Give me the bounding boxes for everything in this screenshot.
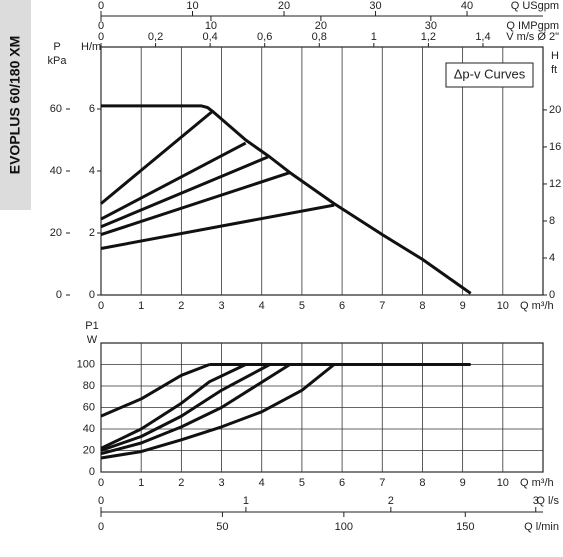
- side-label: EVOPLUS 60/180 XM: [7, 36, 23, 175]
- x-tick-label: 5: [299, 300, 305, 312]
- axis-tick-label: 0,8: [312, 31, 327, 43]
- y-tick-label: 6: [89, 103, 95, 115]
- y2-tick-label: 12: [549, 178, 561, 190]
- axis-tick-label: 20: [278, 0, 290, 12]
- x-tick-label: 9: [460, 300, 466, 312]
- axis-tick-label: 1,2: [421, 31, 436, 43]
- x-tick-label: 7: [379, 300, 385, 312]
- y-axis-label: H/m: [81, 41, 101, 53]
- x-tick-label: 3: [218, 477, 224, 489]
- axis-tick-label: 1: [243, 495, 249, 507]
- y-tick-label: 100: [77, 358, 95, 370]
- axis-tick-label: 0: [98, 20, 104, 32]
- axis-tick-label: 20: [50, 227, 62, 239]
- y-axis-label: P1: [85, 320, 98, 332]
- axis-label: Q IMPgpm: [506, 20, 559, 32]
- axis-tick-label: 0,4: [202, 31, 217, 43]
- axis-tick-label: 0,2: [148, 31, 163, 43]
- y2-tick-label: 8: [549, 215, 555, 227]
- x-tick-label: 2: [178, 477, 184, 489]
- axis-label: kPa: [48, 55, 68, 67]
- x-tick-label: 8: [419, 300, 425, 312]
- axis-tick-label: 1,4: [475, 31, 490, 43]
- axis-tick-label: 60: [50, 103, 62, 115]
- axis-tick-label: 0: [98, 0, 104, 12]
- curve: [100, 141, 247, 221]
- x-tick-label: 6: [339, 477, 345, 489]
- x-tick-label: 1: [138, 300, 144, 312]
- axis-tick-label: 40: [50, 165, 62, 177]
- axis-label: P: [53, 41, 60, 53]
- axis-tick-label: 0: [56, 289, 62, 301]
- axis-tick-label: 30: [425, 20, 437, 32]
- x-tick-label: 10: [497, 300, 509, 312]
- axis-tick-label: 20: [315, 20, 327, 32]
- curve: [100, 363, 211, 418]
- y-tick-label: 60: [83, 401, 95, 413]
- x-tick-label: 6: [339, 300, 345, 312]
- x-tick-label: 0: [98, 300, 104, 312]
- x-tick-label: 4: [259, 477, 265, 489]
- y2-tick-label: 4: [549, 252, 555, 264]
- axis-tick-label: 0: [98, 495, 104, 507]
- curve: [100, 363, 291, 456]
- axis-tick-label: 1: [371, 31, 377, 43]
- side-label-box: [0, 0, 31, 210]
- x-tick-label: 1: [138, 477, 144, 489]
- axis-tick-label: 0: [98, 521, 104, 533]
- axis-tick-label: 10: [205, 20, 217, 32]
- axis-tick-label: 40: [461, 0, 473, 12]
- x-tick-label: 0: [98, 477, 104, 489]
- axis-tick-label: 2: [388, 495, 394, 507]
- axis-tick-label: 100: [335, 521, 353, 533]
- annotation-box: [445, 62, 534, 88]
- y2-tick-label: 20: [549, 104, 561, 116]
- axis-tick-label: 30: [369, 0, 381, 12]
- axis-label: Q USgpm: [511, 0, 559, 12]
- x-tick-label: 3: [218, 300, 224, 312]
- x-tick-label: 5: [299, 477, 305, 489]
- x-tick-label: 7: [379, 477, 385, 489]
- y-tick-label: 20: [83, 444, 95, 456]
- curve: [100, 363, 271, 452]
- curve: [100, 110, 213, 205]
- x-tick-label: 9: [460, 477, 466, 489]
- x-axis-label: Q m³/h: [520, 477, 554, 489]
- curve: [100, 363, 336, 460]
- x-tick-label: 2: [178, 300, 184, 312]
- y-tick-label: 4: [89, 165, 95, 177]
- axis-tick-label: 150: [456, 521, 474, 533]
- curve: [100, 171, 291, 237]
- axis-label: V m/s Ø 2": [506, 31, 559, 43]
- y2-axis-label: ft: [551, 64, 557, 76]
- y-tick-label: 0: [89, 289, 95, 301]
- y2-tick-label: 0: [549, 289, 555, 301]
- y2-axis-label: H: [551, 50, 559, 62]
- curve: [100, 363, 247, 450]
- axis-tick-label: 3: [533, 495, 539, 507]
- y2-tick-label: 16: [549, 141, 561, 153]
- x-tick-label: 8: [419, 477, 425, 489]
- curve: [101, 104, 472, 295]
- y-tick-label: 80: [83, 380, 95, 392]
- annotation: Δp-v Curves: [454, 66, 526, 81]
- curve: [100, 155, 269, 229]
- y-tick-label: 0: [89, 466, 95, 478]
- axis-tick-label: 0,6: [257, 31, 272, 43]
- axis-label: Q l/s: [536, 495, 559, 507]
- x-tick-label: 10: [497, 477, 509, 489]
- axis-label: Q l/min: [524, 521, 559, 533]
- axis-tick-label: 0: [98, 31, 104, 43]
- y-axis-label: W: [87, 334, 98, 346]
- y-tick-label: 40: [83, 423, 95, 435]
- x-axis-label: Q m³/h: [520, 300, 554, 312]
- axis-tick-label: 50: [216, 521, 228, 533]
- y-tick-label: 2: [89, 227, 95, 239]
- curve: [100, 203, 335, 250]
- x-tick-label: 4: [259, 300, 265, 312]
- axis-tick-label: 10: [186, 0, 198, 12]
